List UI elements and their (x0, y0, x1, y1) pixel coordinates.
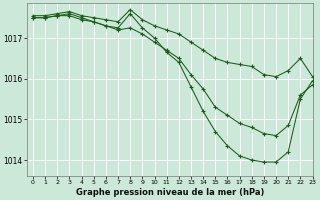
X-axis label: Graphe pression niveau de la mer (hPa): Graphe pression niveau de la mer (hPa) (76, 188, 264, 197)
